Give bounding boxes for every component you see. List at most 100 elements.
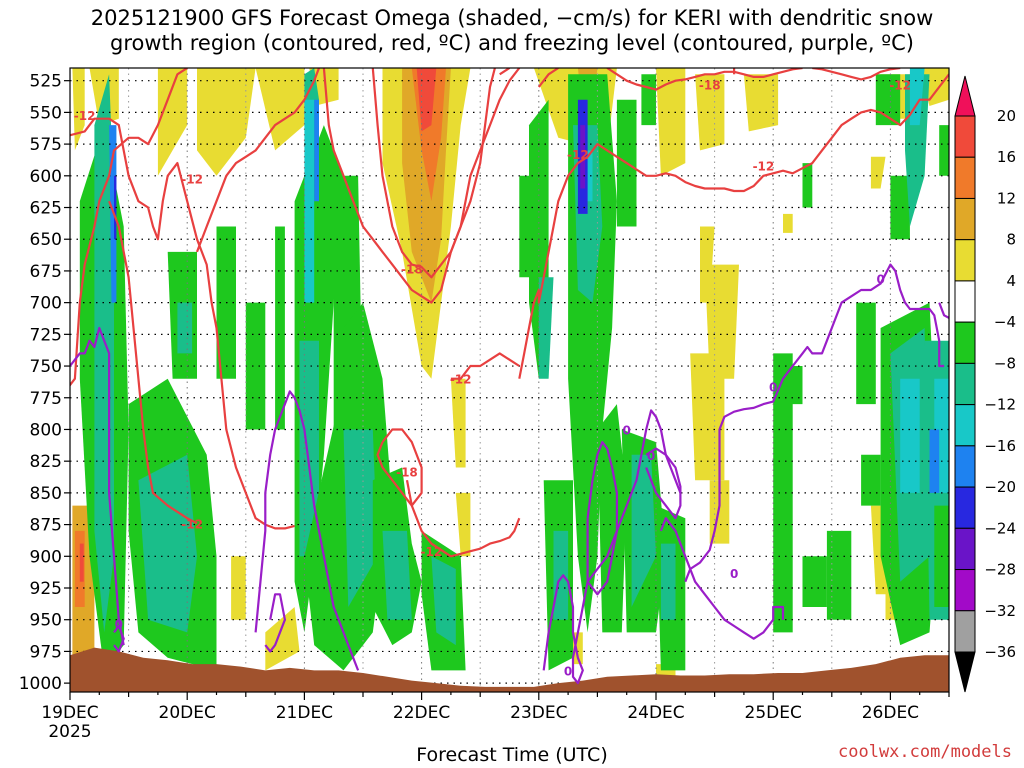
credit-text: coolwx.com/models xyxy=(838,742,1012,762)
omega-region xyxy=(700,226,715,303)
omega-region xyxy=(553,530,569,620)
x-tick-label: 21DEC xyxy=(276,703,333,723)
contour-label-zero-2: 0 xyxy=(623,423,631,437)
contour-minus12-k xyxy=(812,68,901,81)
y-tick-label: 975 xyxy=(30,642,62,662)
omega-region xyxy=(265,607,300,671)
colorbar-label: 16 xyxy=(997,148,1016,166)
colorbar-swatch xyxy=(954,239,976,282)
omega-region xyxy=(641,74,656,126)
contour-zero-j xyxy=(938,302,949,319)
contour-zero-d xyxy=(264,593,286,653)
contour-minus12-b xyxy=(70,68,188,387)
chart-title-line-1: 2025121900 GFS Forecast Omega (shaded, −… xyxy=(90,6,934,30)
colorbar-label: −24 xyxy=(984,519,1016,537)
y-tick-label: 525 xyxy=(30,72,62,92)
colorbar: 20 16 12 8 4 −4 −8 −12 −16 −20 −24 −28 −32 −36 xyxy=(954,75,1016,693)
y-tick-label: 600 xyxy=(30,167,62,187)
omega-region xyxy=(450,378,466,468)
contour-label-zero-4: 0 xyxy=(564,664,572,678)
omega-region xyxy=(197,68,256,176)
x-tick-label: 22DEC xyxy=(393,703,450,723)
colorbar-label: 8 xyxy=(1006,231,1016,249)
omega-region xyxy=(900,378,920,493)
omega-region xyxy=(690,353,725,481)
terrain-layer xyxy=(70,647,949,692)
omega-region xyxy=(177,302,193,354)
colorbar-label: −12 xyxy=(984,396,1016,414)
colorbar-swatch xyxy=(954,486,976,529)
x-tick-label: 25DEC xyxy=(745,703,802,723)
colorbar-label: −28 xyxy=(984,561,1016,579)
omega-region xyxy=(255,68,305,151)
terrain-fill xyxy=(70,647,949,692)
contour-label-minus12-4: -12 xyxy=(450,373,472,387)
contour-minus12-f xyxy=(405,479,521,558)
x-year-label: 2025 xyxy=(48,722,91,742)
contour-minus12-d xyxy=(195,68,321,253)
colorbar-swatch xyxy=(954,362,976,406)
contour-minus12-e xyxy=(322,68,521,304)
contour-minus12-h xyxy=(518,73,949,379)
omega-region xyxy=(275,226,285,430)
colorbar-top-arrow xyxy=(954,75,976,117)
colorbar-swatch xyxy=(954,115,976,158)
colorbar-swatch xyxy=(954,569,976,612)
omega-region xyxy=(656,68,686,176)
colorbar-label: −8 xyxy=(994,354,1016,372)
x-axis-title: Forecast Time (UTC) xyxy=(416,744,608,766)
contour-label-minus12-3: -12 xyxy=(181,517,203,531)
omega-region xyxy=(870,156,886,189)
colorbar-label: −16 xyxy=(984,437,1016,455)
omega-region xyxy=(580,125,586,189)
y-tick-label: 750 xyxy=(30,357,62,377)
y-tick-label: 650 xyxy=(30,230,62,250)
colorbar-label: 20 xyxy=(997,107,1016,125)
omega-region xyxy=(538,277,554,379)
contour-zero-h xyxy=(659,517,785,640)
contour-minus12-g xyxy=(450,352,520,380)
omega-region xyxy=(314,99,319,202)
omega-region xyxy=(597,404,627,633)
contour-zero-g xyxy=(645,447,682,520)
contour-minus18-a xyxy=(376,428,423,507)
omega-region xyxy=(114,175,117,240)
omega-region xyxy=(773,353,793,633)
y-tick-label: 550 xyxy=(30,103,62,123)
omega-region xyxy=(519,175,529,278)
omega-region xyxy=(826,530,852,620)
contour-zero-e xyxy=(542,409,682,685)
contour-minus18-b xyxy=(371,68,496,279)
x-tick-label: 20DEC xyxy=(159,703,216,723)
omega-region xyxy=(695,74,725,151)
x-axis: 19DEC 20DEC 21DEC 22DEC 23DEC 24DEC 25DEC 26DEC… xyxy=(41,692,950,742)
contour-label-minus18-2: -18 xyxy=(396,465,418,479)
omega-region xyxy=(939,125,949,176)
colorbar-label: 12 xyxy=(997,189,1016,207)
omega-region xyxy=(743,74,779,132)
contour-zero-c xyxy=(254,390,360,671)
omega-region xyxy=(802,556,827,607)
y-tick-label: 900 xyxy=(30,547,62,567)
contour-label-minus12-8: -12 xyxy=(567,148,589,162)
omega-region xyxy=(455,492,471,557)
y-tick-label: 1000 xyxy=(19,674,62,694)
omega-region xyxy=(431,556,456,646)
omega-region xyxy=(802,163,813,208)
y-tick-label: 700 xyxy=(30,294,62,314)
contour-layer: -12 -12 -12 -12 -12 -12 -12 -18 -18 -18 -12 0 0 0 0 0 0 0 xyxy=(70,68,949,685)
omega-region xyxy=(138,454,197,633)
contour-minus18-c xyxy=(499,68,511,76)
contour-label-minus12-2: -12 xyxy=(181,172,203,186)
contour-minus12-c xyxy=(108,200,198,525)
omega-region xyxy=(382,530,412,620)
contour-label-minus12-1: -12 xyxy=(74,109,96,123)
x-tick-label: 26DEC xyxy=(862,703,919,723)
colorbar-label: −36 xyxy=(984,643,1016,661)
contour-label-minus18-3: -18 xyxy=(699,78,721,92)
omega-region xyxy=(856,302,876,405)
contour-zero-a xyxy=(70,326,125,646)
contour-label-zero-7: 0 xyxy=(876,273,884,287)
contour-label-minus12-5: -12 xyxy=(421,545,443,559)
